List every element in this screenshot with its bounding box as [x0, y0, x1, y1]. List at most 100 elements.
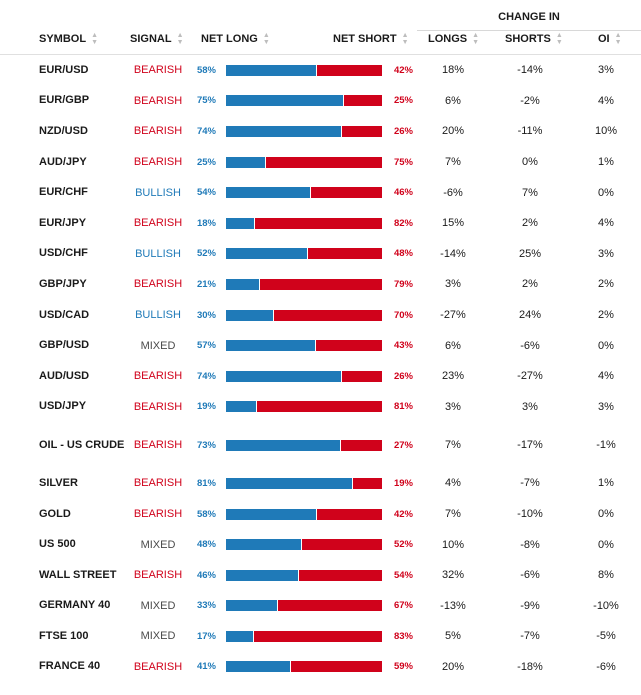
sort-icon[interactable]: ▲ ▼ [555, 32, 563, 47]
symbol-cell[interactable]: GBP/JPY [39, 277, 87, 290]
table-row[interactable]: USD/JPY BEARISH 19% 81% 3% 3% 3% [0, 392, 641, 423]
longs-change-cell: 5% [445, 630, 461, 643]
oi-change-cell: 4% [598, 217, 614, 230]
symbol-cell[interactable]: USD/CAD [39, 308, 90, 321]
signal-cell: BEARISH [133, 439, 183, 452]
sort-icon[interactable]: ▲ ▼ [472, 32, 480, 47]
longs-column-header[interactable]: LONGS ▲ ▼ [428, 30, 479, 54]
signal-column-header[interactable]: SIGNAL ▲ ▼ [130, 30, 184, 54]
table-row[interactable]: GBP/JPY BEARISH 21% 79% 3% 2% 2% [0, 269, 641, 300]
symbol-cell[interactable]: FRANCE 40 [39, 660, 101, 673]
shorts-change-cell: 24% [518, 309, 542, 322]
net-short-value: 42% [393, 508, 413, 520]
signal-cell: BEARISH [133, 400, 183, 413]
symbol-cell[interactable]: AUD/JPY [39, 155, 87, 168]
symbol-cell[interactable]: FTSE 100 [39, 629, 89, 642]
sentiment-bar-cell [226, 621, 382, 652]
symbol-cell[interactable]: USD/CHF [39, 247, 88, 260]
table-row[interactable]: AUD/JPY BEARISH 25% 75% 7% 0% 1% [0, 147, 641, 178]
net-short-bar [226, 569, 382, 581]
table-row[interactable]: WALL STREET BEARISH 46% 54% 32% -6% 8% [0, 560, 641, 591]
shorts-column-header[interactable]: SHORTS ▲ ▼ [505, 30, 563, 54]
table-row[interactable]: AUD/USD BEARISH 74% 26% 23% -27% 4% [0, 361, 641, 392]
net-short-header-label: NET SHORT [333, 33, 397, 45]
sort-icon[interactable]: ▲ ▼ [262, 32, 270, 47]
longs-change-cell: 6% [445, 94, 461, 107]
net-short-value: 42% [393, 64, 413, 76]
net-long-bar [226, 217, 256, 229]
net-short-bar [226, 539, 382, 551]
symbol-cell[interactable]: SILVER [39, 476, 78, 489]
table-row[interactable]: US 500 MIXED 48% 52% 10% -8% 0% [0, 529, 641, 560]
symbol-cell[interactable]: NZD/USD [39, 124, 88, 137]
sort-icon[interactable]: ▲ ▼ [614, 32, 622, 47]
net-short-bar [226, 187, 382, 199]
net-long-bar [226, 278, 260, 290]
table-row[interactable]: OIL - US CRUDE BEARISH 73% 27% 7% -17% -1% [0, 422, 641, 468]
shorts-change-cell: -9% [520, 599, 540, 612]
oi-change-cell: 3% [598, 64, 614, 77]
table-row[interactable]: USD/CAD BULLISH 30% 70% -27% 24% 2% [0, 300, 641, 331]
longs-change-cell: 10% [441, 538, 465, 551]
sentiment-bar-cell [226, 560, 382, 591]
symbol-cell[interactable]: GBP/USD [39, 339, 90, 352]
table-row[interactable]: FRANCE 40 BEARISH 41% 59% 20% -18% -6% [0, 652, 641, 683]
net-short-bar [226, 439, 382, 451]
oi-change-cell: 4% [598, 370, 614, 383]
symbol-cell[interactable]: AUD/USD [39, 369, 90, 382]
symbol-cell[interactable]: EUR/GBP [39, 94, 90, 107]
net-long-bar [226, 569, 299, 581]
net-long-column-header[interactable]: NET LONG ▲ ▼ [201, 30, 270, 54]
symbol-cell[interactable]: EUR/USD [39, 63, 89, 76]
signal-cell: BEARISH [133, 660, 183, 673]
oi-change-cell: 0% [598, 508, 614, 521]
sentiment-bar-cell [226, 86, 382, 117]
sort-icon[interactable]: ▲ ▼ [401, 32, 409, 47]
table-row[interactable]: GOLD BEARISH 58% 42% 7% -10% 0% [0, 499, 641, 530]
table-row[interactable]: EUR/USD BEARISH 58% 42% 18% -14% 3% [0, 55, 641, 86]
symbol-cell[interactable]: US 500 [39, 538, 76, 551]
net-long-value: 74% [196, 125, 216, 137]
table-row[interactable]: EUR/JPY BEARISH 18% 82% 15% 2% 4% [0, 208, 641, 239]
symbol-cell[interactable]: GERMANY 40 [39, 599, 111, 612]
oi-column-header[interactable]: OI ▲ ▼ [598, 30, 622, 54]
net-long-bar [226, 125, 343, 137]
sort-icon[interactable]: ▲ ▼ [91, 32, 98, 47]
sentiment-bar-cell [226, 422, 382, 468]
table-row[interactable]: SILVER BEARISH 81% 19% 4% -7% 1% [0, 468, 641, 499]
symbol-column-header[interactable]: SYMBOL ▲ ▼ [39, 30, 98, 54]
oi-change-cell: -6% [596, 660, 616, 673]
table-row[interactable]: FTSE 100 MIXED 17% 83% 5% -7% -5% [0, 621, 641, 652]
shorts-change-cell: -14% [517, 64, 543, 77]
net-long-bar [226, 477, 354, 489]
signal-cell: BEARISH [133, 477, 183, 490]
table-row[interactable]: EUR/CHF BULLISH 54% 46% -6% 7% 0% [0, 177, 641, 208]
sentiment-bar-cell [226, 116, 382, 147]
net-short-bar [226, 661, 382, 673]
symbol-cell[interactable]: OIL - US CRUDE [39, 438, 125, 451]
net-short-value: 25% [393, 95, 413, 107]
table-row[interactable]: GBP/USD MIXED 57% 43% 6% -6% 0% [0, 330, 641, 361]
table-row[interactable]: USD/CHF BULLISH 52% 48% -14% 25% 3% [0, 239, 641, 270]
table-row[interactable]: EUR/GBP BEARISH 75% 25% 6% -2% 4% [0, 86, 641, 117]
sort-icon[interactable]: ▲ ▼ [176, 32, 184, 47]
symbol-cell[interactable]: GOLD [39, 507, 71, 520]
net-short-column-header[interactable]: NET SHORT ▲ ▼ [333, 30, 409, 54]
symbol-cell[interactable]: WALL STREET [39, 568, 117, 581]
signal-cell: MIXED [140, 339, 176, 352]
table-row[interactable]: NZD/USD BEARISH 74% 26% 20% -11% 10% [0, 116, 641, 147]
net-long-value: 25% [196, 156, 216, 168]
symbol-cell[interactable]: EUR/JPY [39, 216, 87, 229]
longs-change-cell: 23% [441, 370, 465, 383]
shorts-change-cell: -17% [517, 439, 543, 452]
symbol-cell[interactable]: EUR/CHF [39, 186, 88, 199]
longs-change-cell: 20% [441, 660, 465, 673]
net-long-value: 74% [196, 370, 216, 382]
sentiment-bar-cell [226, 591, 382, 622]
shorts-header-label: SHORTS [505, 33, 551, 45]
symbol-header-label: SYMBOL [39, 33, 87, 45]
symbol-cell[interactable]: USD/JPY [39, 400, 87, 413]
table-row[interactable]: GERMANY 40 MIXED 33% 67% -13% -9% -10% [0, 591, 641, 622]
net-long-bar [226, 401, 257, 413]
